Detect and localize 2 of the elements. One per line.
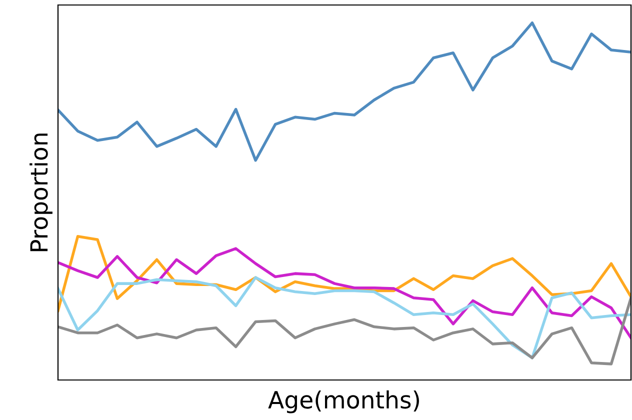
- x-axis-title: Age(months): [268, 390, 419, 414]
- y-axis-title: Proportion: [30, 134, 52, 252]
